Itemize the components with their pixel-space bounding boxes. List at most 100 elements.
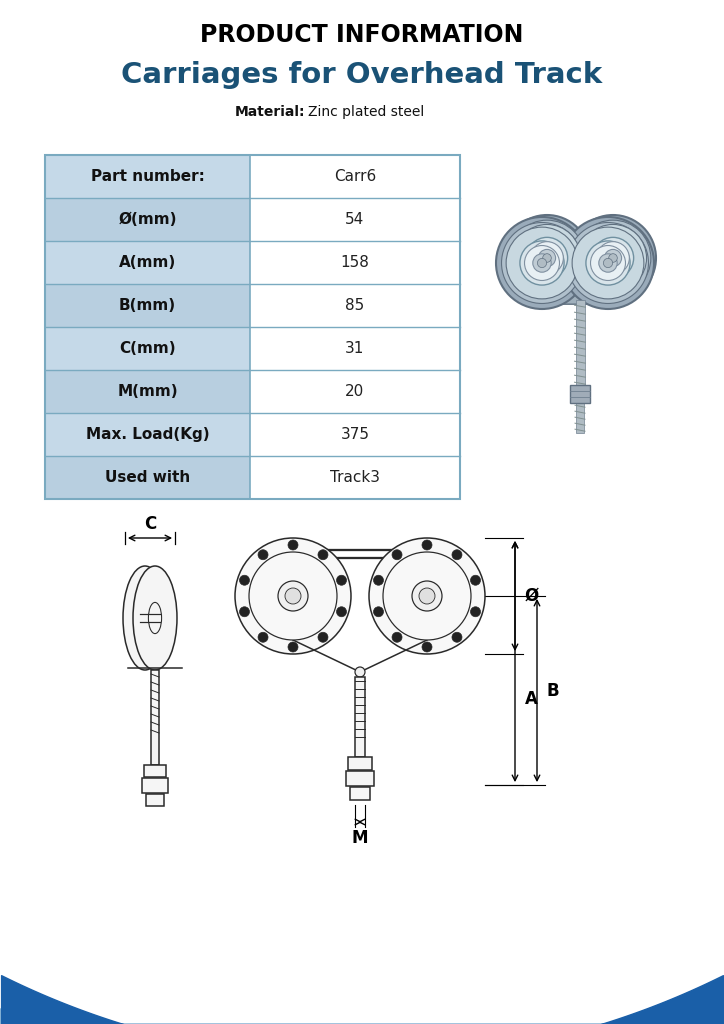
Bar bbox=[250, 413, 460, 456]
Circle shape bbox=[597, 242, 629, 274]
Circle shape bbox=[502, 222, 583, 303]
Circle shape bbox=[526, 238, 568, 279]
Text: PRODUCT INFORMATION: PRODUCT INFORMATION bbox=[201, 23, 523, 47]
Text: M: M bbox=[352, 829, 369, 847]
FancyBboxPatch shape bbox=[535, 288, 615, 304]
Text: B: B bbox=[547, 682, 560, 699]
Circle shape bbox=[513, 224, 581, 292]
Circle shape bbox=[369, 538, 485, 654]
Circle shape bbox=[531, 242, 563, 274]
Circle shape bbox=[471, 575, 481, 586]
Bar bbox=[346, 771, 374, 786]
Circle shape bbox=[392, 550, 402, 560]
Text: C: C bbox=[144, 515, 156, 534]
Ellipse shape bbox=[123, 566, 167, 670]
Bar bbox=[348, 757, 372, 770]
Text: 375: 375 bbox=[340, 427, 369, 442]
Circle shape bbox=[374, 575, 384, 586]
Text: M(mm): M(mm) bbox=[117, 384, 178, 399]
Circle shape bbox=[258, 632, 268, 642]
Circle shape bbox=[355, 667, 365, 677]
Circle shape bbox=[392, 632, 402, 642]
Circle shape bbox=[579, 224, 647, 292]
Circle shape bbox=[599, 254, 617, 272]
Circle shape bbox=[288, 540, 298, 550]
Bar bbox=[45, 241, 250, 284]
Circle shape bbox=[240, 575, 250, 586]
Bar bbox=[250, 198, 460, 241]
Circle shape bbox=[471, 607, 481, 616]
Bar bbox=[45, 155, 460, 499]
Circle shape bbox=[235, 538, 351, 654]
Text: 85: 85 bbox=[345, 298, 365, 313]
Ellipse shape bbox=[148, 602, 161, 634]
Circle shape bbox=[318, 550, 328, 560]
Bar bbox=[350, 787, 370, 800]
Bar bbox=[250, 155, 460, 198]
Circle shape bbox=[524, 246, 560, 281]
Text: Part number:: Part number: bbox=[90, 169, 204, 184]
Text: Carr6: Carr6 bbox=[334, 169, 376, 184]
Circle shape bbox=[383, 552, 471, 640]
Text: Zinc plated steel: Zinc plated steel bbox=[308, 105, 424, 119]
Circle shape bbox=[520, 241, 564, 285]
Ellipse shape bbox=[133, 566, 177, 670]
Circle shape bbox=[537, 258, 547, 267]
Text: Ø: Ø bbox=[525, 587, 539, 605]
Circle shape bbox=[249, 552, 337, 640]
Circle shape bbox=[422, 540, 432, 550]
Text: 54: 54 bbox=[345, 212, 365, 227]
Circle shape bbox=[592, 238, 634, 279]
Bar bbox=[250, 241, 460, 284]
Circle shape bbox=[575, 220, 651, 296]
Bar bbox=[355, 677, 365, 757]
Circle shape bbox=[412, 581, 442, 611]
Circle shape bbox=[570, 215, 656, 301]
Circle shape bbox=[586, 241, 630, 285]
Text: Ø(mm): Ø(mm) bbox=[118, 212, 177, 227]
Text: Max. Load(Kg): Max. Load(Kg) bbox=[85, 427, 209, 442]
Text: Track3: Track3 bbox=[330, 470, 380, 485]
Circle shape bbox=[568, 222, 649, 303]
Bar bbox=[45, 198, 250, 241]
Bar bbox=[45, 327, 250, 370]
Circle shape bbox=[374, 607, 384, 616]
Bar bbox=[45, 155, 250, 198]
Circle shape bbox=[609, 254, 618, 262]
Text: 158: 158 bbox=[340, 255, 369, 270]
Circle shape bbox=[543, 254, 551, 262]
Bar bbox=[250, 370, 460, 413]
Circle shape bbox=[603, 258, 613, 267]
Circle shape bbox=[419, 588, 435, 604]
Text: Carriages for Overhead Track: Carriages for Overhead Track bbox=[122, 61, 602, 89]
Bar bbox=[570, 385, 590, 403]
Bar bbox=[142, 778, 168, 793]
Text: 31: 31 bbox=[345, 341, 365, 356]
Circle shape bbox=[422, 642, 432, 652]
Circle shape bbox=[533, 254, 551, 272]
Circle shape bbox=[285, 588, 301, 604]
Circle shape bbox=[605, 250, 622, 266]
Bar bbox=[151, 670, 159, 765]
Ellipse shape bbox=[138, 602, 151, 634]
Bar bbox=[250, 327, 460, 370]
Circle shape bbox=[509, 220, 585, 296]
Circle shape bbox=[591, 246, 626, 281]
Circle shape bbox=[452, 550, 462, 560]
Text: A: A bbox=[525, 689, 538, 708]
Circle shape bbox=[318, 632, 328, 642]
Bar bbox=[576, 300, 584, 390]
Bar bbox=[45, 413, 250, 456]
Circle shape bbox=[504, 215, 590, 301]
Bar bbox=[576, 403, 584, 433]
Text: Material:: Material: bbox=[235, 105, 305, 119]
Circle shape bbox=[258, 550, 268, 560]
Text: Used with: Used with bbox=[105, 470, 190, 485]
Bar bbox=[45, 370, 250, 413]
Bar bbox=[45, 284, 250, 327]
Circle shape bbox=[496, 217, 588, 309]
Circle shape bbox=[337, 575, 347, 586]
Bar bbox=[250, 284, 460, 327]
Text: 20: 20 bbox=[345, 384, 365, 399]
Circle shape bbox=[562, 217, 654, 309]
